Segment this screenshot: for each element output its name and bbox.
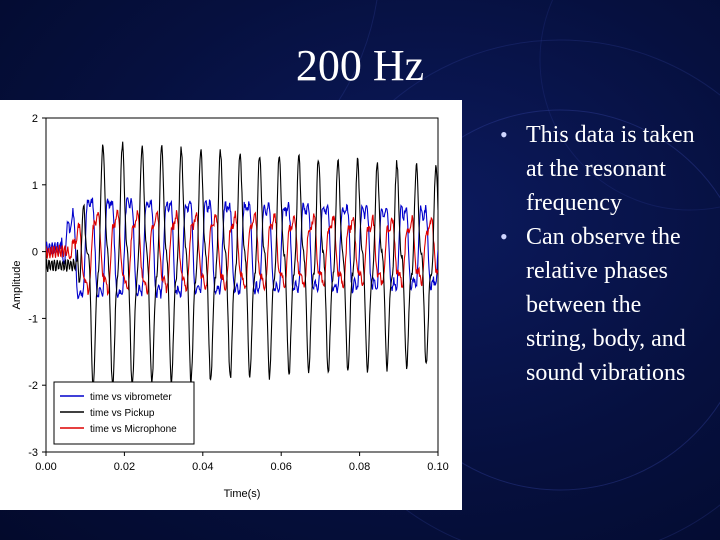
chart-panel: 2 1 0 -1 -2 -3 0.00 0.02 0.04 0.06 0.08 0.10 Time(s)… [0,100,462,510]
y-axis-label: Amplitude [11,261,23,310]
series-line-1 [46,197,438,300]
series-line-2 [46,141,438,389]
legend-box [53,381,195,445]
x-tick-label: 0.10 [427,461,448,473]
legend-label: time vs vibrometer [90,392,172,403]
bullet-icon: • [500,224,508,249]
y-tick-label: 0 [32,247,38,259]
plot-frame [45,117,439,453]
x-tick-label: 0.00 [35,461,56,473]
bullet-item: • This data is taken at the resonant freq… [496,118,706,220]
legend-label: time vs Pickup [90,408,155,419]
bullet-item: • Can observe the relative phases between… [496,220,706,390]
slide-title: 200 Hz [295,41,425,90]
y-tick-label: 2 [32,113,38,125]
bullet-text: Can observe the relative phases between … [526,224,686,386]
series-line-3 [46,209,438,297]
x-axis-label: Time(s) [224,488,261,500]
legend-label: time vs Microphone [90,424,177,435]
bullet-list: • This data is taken at the resonant freq… [496,118,706,390]
x-tick-label: 0.02 [114,461,135,473]
x-tick-label: 0.04 [192,461,213,473]
y-tick-label: 1 [32,180,38,192]
x-tick-label: 0.06 [270,461,291,473]
y-tick-label: -3 [28,447,38,459]
x-tick-label: 0.08 [349,461,370,473]
y-tick-label: -2 [28,380,38,392]
amplitude-chart: 2 1 0 -1 -2 -3 0.00 0.02 0.04 0.06 0.08 0.10 Time(s)… [11,113,449,500]
bullet-text: This data is taken at the resonant frequ… [526,122,695,216]
y-tick-label: -1 [28,313,38,325]
bullet-icon: • [500,122,508,147]
